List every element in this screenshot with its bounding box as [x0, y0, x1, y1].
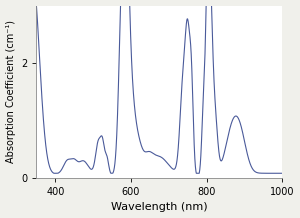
Y-axis label: Absorption Coefficient (cm⁻¹): Absorption Coefficient (cm⁻¹): [6, 20, 16, 163]
X-axis label: Wavelength (nm): Wavelength (nm): [111, 203, 208, 213]
